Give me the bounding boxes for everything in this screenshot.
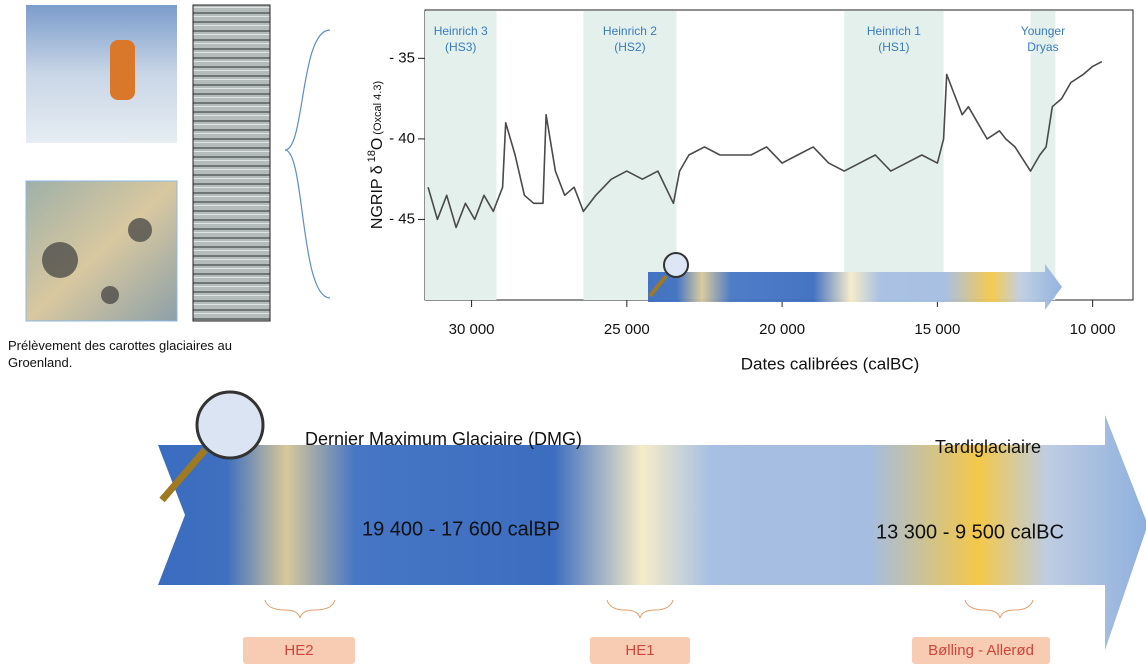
band-label: Heinrich 1 [867,24,921,38]
event-box [912,637,1050,664]
period-range: 19 400 - 17 600 calBP [362,518,560,540]
y-tick-label: - 45 [389,210,415,227]
event-brace [964,599,1034,619]
event-label: Bølling - Allerød [928,642,1034,659]
x-tick-label: 15 000 [914,321,960,338]
event-box [243,637,355,664]
band-label: Younger [1021,24,1065,38]
y-label-element: O [369,138,386,150]
event-label: HE1 [625,642,654,659]
y-axis-label: NGRIP δ 18O (Oxcal 4.3) [366,81,386,229]
y-tick-label: - 40 [389,130,415,147]
band-label: (HS2) [614,40,645,54]
photo-drilling [26,5,177,143]
y-tick-label: - 35 [389,49,415,66]
x-tick-label: 30 000 [449,321,495,338]
x-tick-label: 20 000 [759,321,805,338]
band-label: Heinrich 2 [603,24,657,38]
data-line [427,60,1103,229]
bands: Heinrich 3 (HS3) Heinrich 2 (HS2) Heinrich 1… [425,11,1065,300]
x-tick-label: 25 000 [604,321,650,338]
band-label: (HS3) [445,40,476,54]
band-label: Dryas [1027,40,1058,54]
bubble [128,218,152,242]
period-label: Tardiglaciaire [935,437,1041,457]
magnifier [663,252,689,278]
mini-arrow [648,264,1062,310]
y-label-prefix: NGRIP δ [369,165,386,229]
band [583,11,677,300]
mini-timeline [648,252,1062,310]
caption: Prélèvement des carottes glaciaires au G… [8,338,233,370]
event-brace [606,599,674,619]
event-label: HE2 [284,642,313,659]
event-box [590,637,690,664]
brace [284,29,331,299]
band-label: Heinrich 3 [434,24,488,38]
timeline-arrow [158,415,1146,650]
band [844,11,944,300]
photo-core [192,4,271,322]
event-brace [264,599,336,619]
magnifier-handle [648,274,668,298]
period-range: 13 300 - 9 500 calBC [876,521,1064,543]
band [425,11,497,300]
x-axis-label: Dates calibrées (calBC) [741,354,920,373]
band [1030,11,1056,300]
x-tick-label: 10 000 [1070,321,1116,338]
bubble [42,242,78,278]
magnifier [195,390,265,460]
axes: 30 000 25 000 20 000 15 000 10 000 - 35 - 40 - … [389,49,1115,338]
y-label-superscript: 18 [366,150,378,162]
photo-figure [110,40,135,100]
period-label: Dernier Maximum Glaciaire (DMG) [305,429,582,449]
band-label: (HS1) [878,40,909,54]
magnifier-handle [159,447,208,503]
y-label-note: (Oxcal 4.3) [372,81,384,135]
bubble [101,286,119,304]
